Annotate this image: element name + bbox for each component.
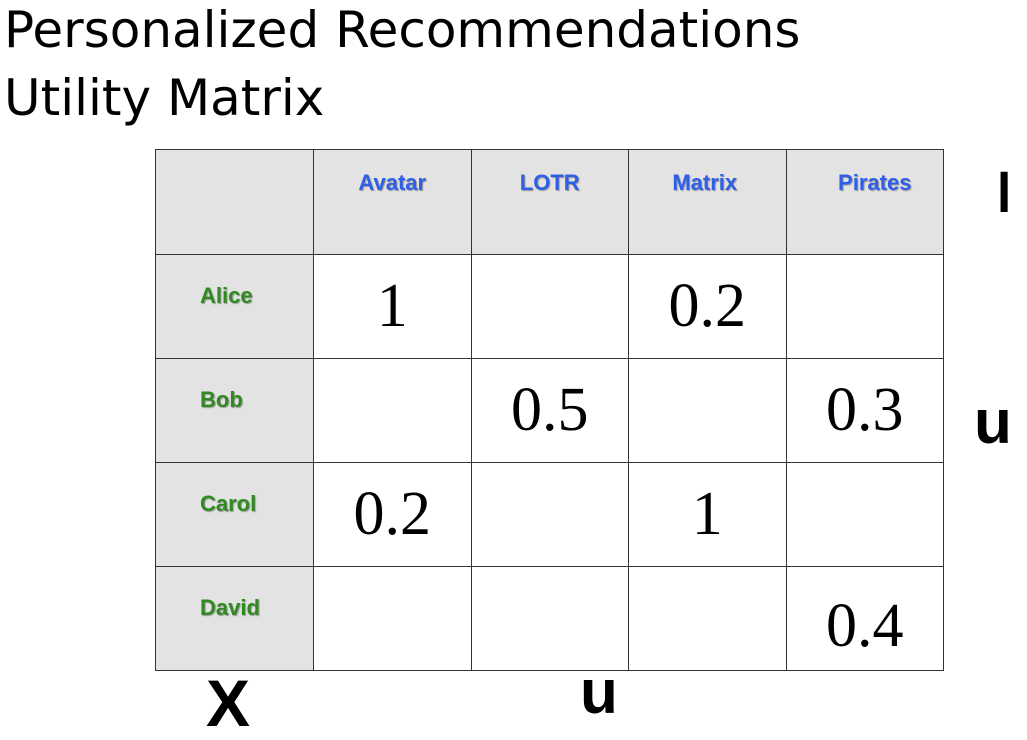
rating-cell: 0.2: [628, 254, 787, 359]
column-label: LOTR: [519, 170, 580, 195]
header-row: Avatar LOTR Matrix Pirates: [155, 149, 944, 255]
annotation-letter-u-right: u: [974, 388, 1012, 457]
column-header-matrix: Matrix: [628, 149, 787, 255]
column-label: Matrix: [672, 170, 738, 195]
row-header-alice: Alice: [155, 254, 314, 359]
corner-cell: [155, 149, 314, 255]
rating-cell: [470, 462, 629, 567]
rating-cell: [313, 358, 472, 463]
annotation-letter-i: I: [997, 160, 1011, 225]
rating-cell: [470, 254, 629, 359]
rating-cell: [628, 358, 787, 463]
column-header-lotr: LOTR: [470, 149, 629, 255]
rating-cell: [785, 254, 944, 359]
column-header-avatar: Avatar: [313, 149, 472, 255]
table-row: David 0.4: [155, 566, 944, 671]
title-line-2: Utility Matrix: [4, 69, 325, 127]
rating-cell: [628, 566, 787, 671]
title-line-1: Personalized Recommendations: [4, 1, 801, 59]
rating-value: 0.3: [826, 376, 904, 444]
rating-cell: [313, 566, 472, 671]
annotation-letter-x: X: [206, 666, 251, 740]
rating-cell: 0.5: [470, 358, 629, 463]
rating-cell: [470, 566, 629, 671]
rating-cell: 1: [628, 462, 787, 567]
rating-cell: [785, 462, 944, 567]
rating-value: 0.2: [668, 272, 747, 340]
rating-cell: 0.4: [785, 566, 944, 671]
row-header-david: David: [155, 566, 314, 671]
row-label: Bob: [200, 387, 243, 412]
utility-matrix-table: Avatar LOTR Matrix Pirates Alice 1 0.2 B…: [155, 149, 944, 671]
slide-title: Personalized Recommendations Utility Mat…: [4, 0, 800, 132]
table-row: Bob 0.5 0.3: [155, 358, 944, 463]
rating-cell: 0.2: [313, 462, 472, 567]
row-header-bob: Bob: [155, 358, 314, 463]
row-label: Alice: [200, 283, 253, 308]
rating-value: 1: [376, 272, 408, 340]
rating-value: 0.5: [511, 376, 589, 444]
column-label: Pirates: [838, 170, 912, 195]
column-label: Avatar: [358, 170, 427, 195]
row-label: Carol: [200, 491, 257, 516]
rating-value: 0.4: [826, 592, 904, 660]
table-row: Carol 0.2 1: [155, 462, 944, 567]
rating-value: 0.2: [353, 480, 432, 548]
rating-value: 1: [691, 480, 723, 548]
rating-cell: 0.3: [785, 358, 944, 463]
rating-cell: 1: [313, 254, 472, 359]
table-row: Alice 1 0.2: [155, 254, 944, 359]
row-header-carol: Carol: [155, 462, 314, 567]
row-label: David: [200, 595, 260, 620]
annotation-letter-u-bottom: u: [580, 658, 618, 727]
column-header-pirates: Pirates: [785, 149, 944, 255]
